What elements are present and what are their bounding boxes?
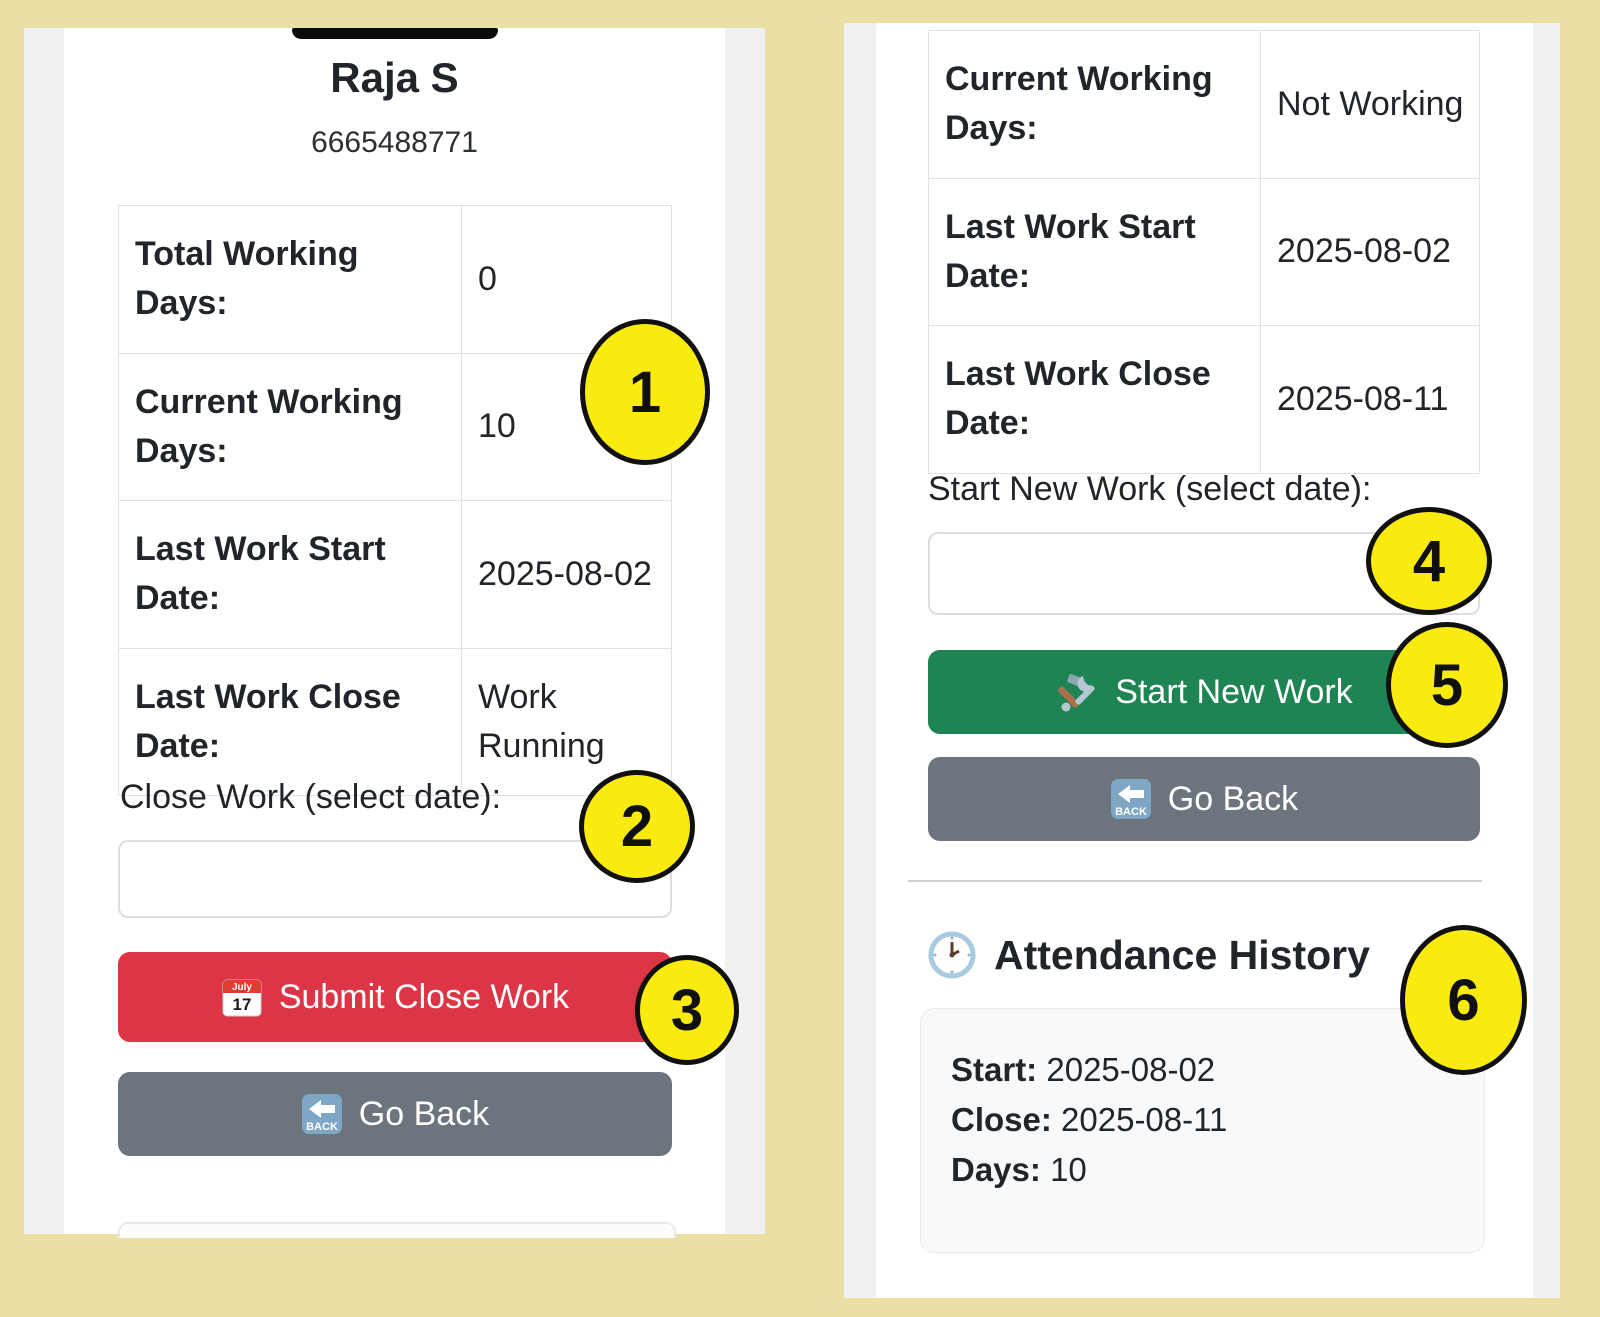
go-back-button[interactable]: BACK Go Back	[928, 757, 1480, 841]
row-label: Last Work Close Date:	[118, 647, 462, 797]
back-icon: BACK	[301, 1094, 342, 1134]
start-new-work-label: Start New Work	[1115, 672, 1353, 711]
worker-name: Raja S	[330, 54, 459, 101]
history-days-value: 10	[1050, 1151, 1087, 1188]
close-work-date-label: Close Work (select date):	[120, 778, 502, 816]
row-label: Current Working Days:	[928, 30, 1261, 179]
svg-text:17: 17	[232, 995, 251, 1014]
close-work-screen: Raja S 6665488771 Total Working Days: 0 …	[24, 28, 765, 1238]
tools-icon	[1058, 674, 1095, 712]
work-summary-table: Current Working Days: Not Working Last W…	[928, 30, 1480, 474]
close-work-date-input[interactable]	[118, 840, 672, 918]
submit-close-work-label: Submit Close Work	[278, 977, 570, 1016]
history-start-line: Start: 2025-08-02	[951, 1045, 1454, 1095]
row-value: 2025-08-02	[1260, 177, 1480, 327]
table-row: Last Work Start Date: 2025-08-02	[928, 177, 1480, 327]
history-start-label: Start:	[951, 1051, 1038, 1088]
svg-text:BACK: BACK	[1115, 806, 1147, 818]
attendance-history-entry: Start: 2025-08-02 Close: 2025-08-11 Days…	[920, 1008, 1485, 1253]
back-icon: BACK	[1110, 779, 1151, 819]
go-back-button[interactable]: BACK Go Back	[118, 1072, 672, 1156]
svg-text:July: July	[232, 982, 252, 993]
worker-phone: 6665488771	[311, 126, 478, 159]
annotation-circle-4: 4	[1366, 507, 1492, 615]
row-label: Last Work Start Date:	[928, 177, 1261, 327]
annotation-circle-5: 5	[1386, 622, 1508, 748]
table-row: Current Working Days: Not Working	[928, 30, 1480, 179]
submit-close-work-button[interactable]: July 17 Submit Close Work	[118, 952, 672, 1042]
annotation-circle-1: 1	[580, 319, 710, 465]
attendance-history-heading: Attendance History	[928, 931, 1370, 979]
start-work-screen-content: Current Working Days: Not Working Last W…	[876, 23, 1533, 1298]
go-back-label: Go Back	[358, 1094, 490, 1133]
history-close-line: Close: 2025-08-11	[951, 1095, 1454, 1145]
history-close-value: 2025-08-11	[1061, 1101, 1228, 1138]
history-close-label: Close:	[951, 1101, 1052, 1138]
close-work-screen-content: Raja S 6665488771 Total Working Days: 0 …	[64, 28, 725, 1238]
section-divider	[908, 880, 1482, 882]
attendance-history-title: Attendance History	[994, 931, 1370, 978]
row-label: Last Work Close Date:	[928, 325, 1261, 474]
row-value: 2025-08-11	[1260, 325, 1480, 474]
work-summary-table: Total Working Days: 0 Current Working Da…	[118, 205, 672, 797]
annotation-circle-3: 3	[635, 955, 739, 1065]
history-start-value: 2025-08-02	[1046, 1051, 1216, 1088]
annotation-circle-2: 2	[579, 770, 695, 883]
annotation-circle-6: 6	[1400, 925, 1527, 1075]
top-black-bar	[292, 28, 498, 39]
svg-text:BACK: BACK	[306, 1121, 338, 1133]
table-row: Last Work Close Date: Work Running	[118, 647, 672, 797]
clock-icon	[928, 931, 976, 979]
table-row: Last Work Close Date: 2025-08-11	[928, 325, 1480, 474]
table-row: Total Working Days: 0	[118, 205, 672, 354]
start-work-screen: Current Working Days: Not Working Last W…	[844, 23, 1560, 1298]
start-work-date-label: Start New Work (select date):	[928, 470, 1372, 508]
not-working-status: Not Working	[1260, 30, 1480, 179]
row-label: Current Working Days:	[118, 352, 462, 502]
go-back-label: Go Back	[1167, 779, 1299, 818]
row-value: 2025-08-02	[461, 500, 672, 649]
row-label: Total Working Days:	[118, 205, 462, 354]
next-section-stub	[118, 1222, 676, 1238]
calendar-icon: July 17	[222, 979, 262, 1017]
history-days-line: Days: 10	[951, 1145, 1454, 1195]
history-days-label: Days:	[951, 1151, 1041, 1188]
row-label: Last Work Start Date:	[118, 500, 462, 649]
table-row: Last Work Start Date: 2025-08-02	[118, 500, 672, 649]
